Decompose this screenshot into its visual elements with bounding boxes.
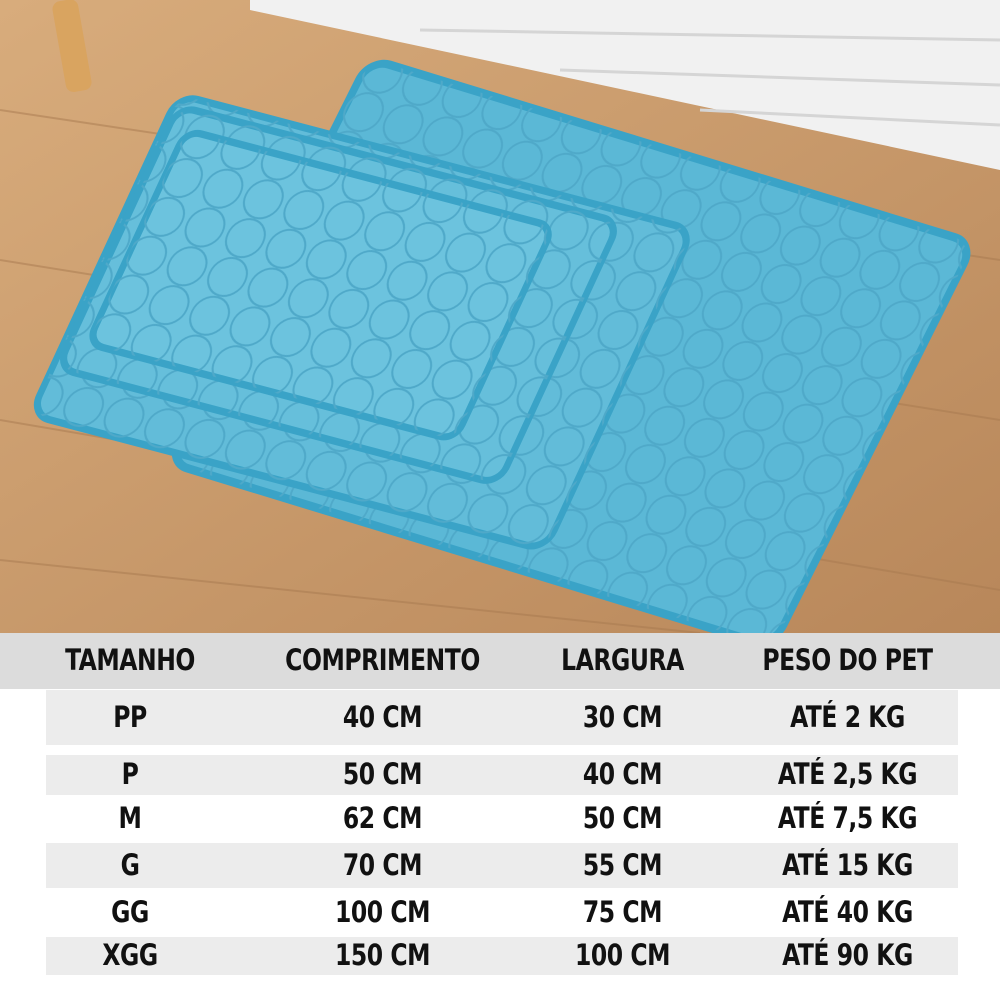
- table-cell: ATÉ 7,5 KG: [777, 801, 918, 835]
- table-cell: ATÉ 90 KG: [782, 938, 913, 972]
- size-table: TAMANHO COMPRIMENTO LARGURA PESO DO PET …: [0, 633, 1000, 1000]
- table-cell: 50 CM: [582, 801, 663, 835]
- product-photo: [0, 0, 1000, 633]
- header-peso: PESO DO PET: [762, 643, 933, 677]
- header-comprimento: COMPRIMENTO: [285, 643, 480, 677]
- table-cell: 40 CM: [342, 699, 423, 734]
- header-largura: LARGURA: [561, 643, 684, 677]
- table-cell: 100 CM: [334, 894, 431, 929]
- table-cell: XGG: [102, 938, 158, 972]
- table-row: [46, 690, 958, 745]
- table-cell: P: [121, 757, 139, 791]
- table-cell: 150 CM: [334, 938, 431, 972]
- brick-wall: [250, 0, 1000, 170]
- table-cell: ATÉ 40 KG: [782, 894, 913, 929]
- table-cell: 62 CM: [342, 801, 423, 835]
- table-cell: 40 CM: [582, 757, 663, 791]
- table-row: [46, 843, 958, 888]
- table-cell: PP: [113, 699, 147, 734]
- table-row: [46, 755, 958, 795]
- table-cell: ATÉ 2,5 KG: [777, 757, 918, 791]
- table-cell: 75 CM: [582, 894, 663, 929]
- table-cell: 30 CM: [582, 699, 663, 734]
- table-cell: 50 CM: [342, 757, 423, 791]
- table-cell: 70 CM: [342, 847, 423, 882]
- chair-leg: [52, 0, 92, 93]
- table-cell: ATÉ 2 KG: [790, 699, 905, 734]
- table-cell: M: [118, 801, 142, 835]
- table-row: [46, 937, 958, 975]
- table-cell: 55 CM: [582, 847, 663, 882]
- table-cell: GG: [111, 894, 149, 929]
- mat-pp: [89, 129, 552, 441]
- table-cell: G: [120, 847, 140, 882]
- brick-lines: [419, 28, 1000, 127]
- table-cell: ATÉ 15 KG: [782, 847, 913, 882]
- table-cell: 100 CM: [574, 938, 671, 972]
- size-table-header: TAMANHO COMPRIMENTO LARGURA PESO DO PET: [0, 633, 1000, 689]
- header-tamanho: TAMANHO: [65, 643, 195, 677]
